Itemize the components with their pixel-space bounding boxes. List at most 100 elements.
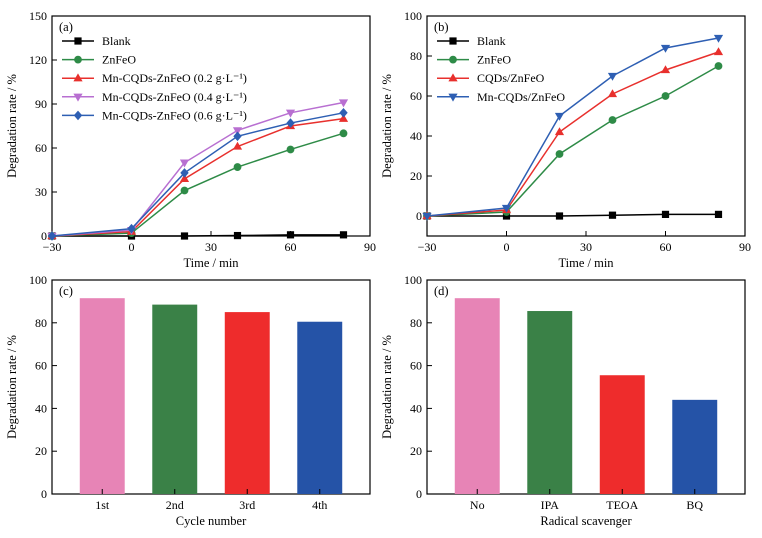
y-tick-label: 0 xyxy=(41,487,47,501)
y-tick-label: 100 xyxy=(404,9,422,23)
data-point xyxy=(286,118,295,128)
x-category-label: 4th xyxy=(312,498,327,512)
data-point xyxy=(501,204,512,213)
y-tick-label: 40 xyxy=(410,401,422,415)
plot-frame xyxy=(426,279,746,495)
legend-entry: CQDs/ZnFeO xyxy=(477,71,545,85)
x-tick-label: 90 xyxy=(739,240,751,254)
data-point xyxy=(180,232,189,240)
bar xyxy=(599,375,645,494)
data-point xyxy=(607,72,618,81)
data-point xyxy=(232,127,243,136)
x-axis-label: Time / min xyxy=(183,256,239,270)
x-category-label: 2nd xyxy=(166,498,184,512)
y-tick-label: 60 xyxy=(35,141,47,155)
x-tick-label: 0 xyxy=(129,240,135,254)
data-point xyxy=(714,210,723,218)
y-tick-label: 0 xyxy=(416,209,422,223)
data-point xyxy=(339,129,348,138)
bar xyxy=(224,312,270,494)
y-tick-label: 100 xyxy=(29,273,47,287)
legend-marker xyxy=(448,73,458,82)
legend-entry: Blank xyxy=(477,34,506,48)
y-tick-label: 60 xyxy=(410,89,422,103)
data-point xyxy=(555,150,564,158)
data-point xyxy=(232,141,243,150)
legend-marker xyxy=(74,37,82,45)
legend-marker xyxy=(73,73,83,82)
legend-marker xyxy=(449,55,457,64)
data-point xyxy=(339,108,348,118)
x-category-label: No xyxy=(470,498,485,512)
x-category-label: 3rd xyxy=(239,498,255,512)
data-point xyxy=(661,210,670,218)
x-tick-label: 60 xyxy=(660,240,672,254)
data-point xyxy=(422,212,432,221)
data-point xyxy=(661,92,670,100)
panel-d-bar-chart: (d) Degradation rate / % Radical scavenger… xyxy=(380,273,746,528)
series-line xyxy=(51,101,344,237)
series-line xyxy=(426,51,719,217)
y-tick-label: 40 xyxy=(35,401,47,415)
x-tick-label: 0 xyxy=(504,240,510,254)
x-axis-label: Radical scavenger xyxy=(540,514,632,528)
data-point xyxy=(554,127,565,136)
bar xyxy=(152,304,198,494)
plot-frame xyxy=(426,15,746,237)
data-point xyxy=(554,112,565,121)
data-point xyxy=(233,163,242,171)
x-tick-label: 30 xyxy=(580,240,592,254)
y-tick-label: 80 xyxy=(410,316,422,330)
data-point xyxy=(180,168,189,178)
y-axis-label: Degradation rate / % xyxy=(380,74,394,178)
x-category-label: TEOA xyxy=(606,498,638,512)
data-point xyxy=(607,89,618,98)
data-point xyxy=(713,34,724,43)
x-tick-label: −30 xyxy=(43,240,62,254)
legend-entry: ZnFeO xyxy=(102,53,136,67)
series-line xyxy=(51,132,344,237)
panel-label: (a) xyxy=(59,20,73,34)
y-tick-label: 30 xyxy=(35,185,47,199)
data-point xyxy=(179,159,190,168)
x-category-label: IPA xyxy=(541,498,560,512)
legend-marker xyxy=(448,93,458,102)
bar xyxy=(297,321,343,494)
panel-a-line-chart: (a) Degradation rate / % Time / min 0 30 60 90… xyxy=(5,9,376,270)
y-tick-label: 0 xyxy=(41,229,47,243)
series-line xyxy=(51,117,344,237)
data-point xyxy=(608,116,617,124)
legend-entry: Mn-CQDs/ZnFeO xyxy=(477,90,565,104)
bar xyxy=(527,311,573,494)
data-point xyxy=(339,231,348,239)
y-tick-label: 20 xyxy=(35,444,47,458)
data-point xyxy=(47,231,57,241)
legend-marker xyxy=(449,37,457,45)
panel-label: (b) xyxy=(434,20,449,34)
x-category-label: 1st xyxy=(95,498,110,512)
x-tick-label: 90 xyxy=(364,240,376,254)
series-line xyxy=(427,213,719,217)
data-point xyxy=(713,47,724,56)
data-point xyxy=(180,186,189,195)
y-tick-label: 60 xyxy=(410,359,422,373)
data-point xyxy=(338,113,349,122)
data-point xyxy=(660,44,671,53)
data-point xyxy=(233,131,242,142)
bar xyxy=(454,298,500,494)
y-tick-label: 90 xyxy=(35,97,47,111)
bar xyxy=(672,399,718,494)
data-point xyxy=(233,231,242,240)
data-point xyxy=(286,145,295,154)
data-point xyxy=(608,211,617,219)
data-point xyxy=(660,65,671,74)
y-tick-label: 100 xyxy=(404,273,422,287)
y-axis-label: Degradation rate / % xyxy=(5,74,19,178)
y-tick-label: 60 xyxy=(35,359,47,373)
data-point xyxy=(127,223,136,234)
series-line xyxy=(426,37,719,217)
bar xyxy=(79,298,125,494)
data-point xyxy=(555,212,564,220)
y-tick-label: 80 xyxy=(35,316,47,330)
x-tick-label: 60 xyxy=(285,240,297,254)
